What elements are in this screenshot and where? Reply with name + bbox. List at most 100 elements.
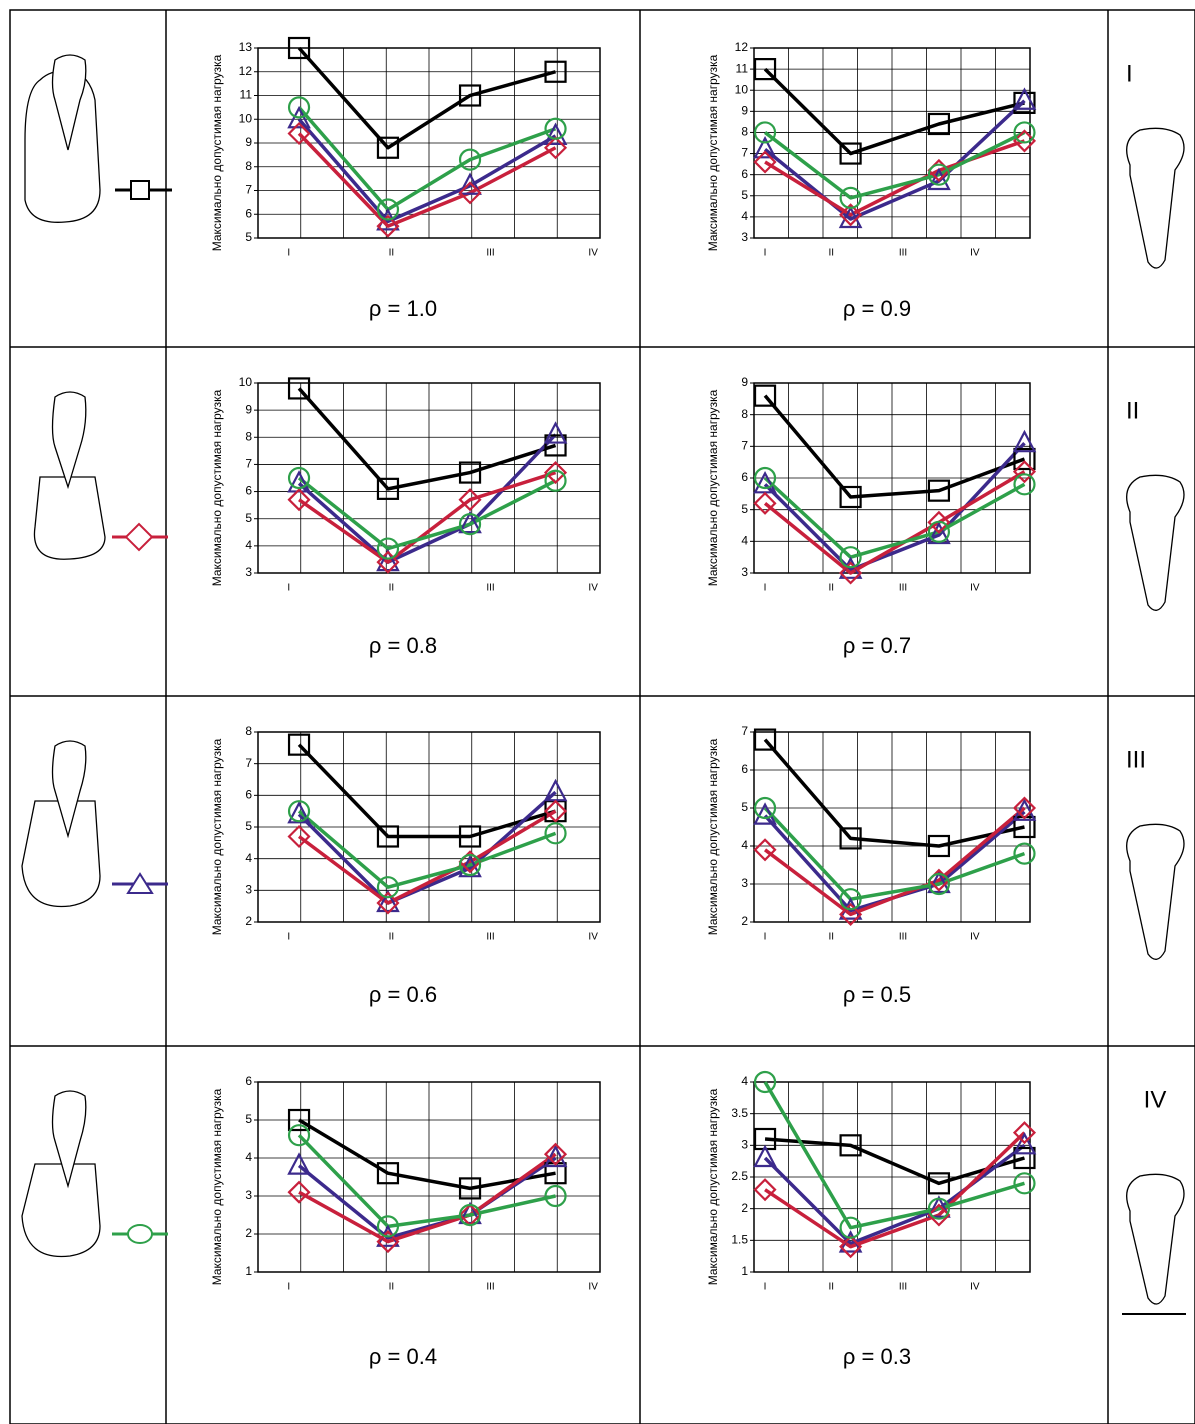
point-marker — [458, 513, 482, 536]
y-tick-label: 13 — [239, 40, 253, 54]
x-tick-label: II — [389, 1282, 395, 1293]
row-label: II — [1126, 397, 1139, 424]
series-line — [763, 476, 1026, 559]
chart-caption: ρ = 0.9 — [843, 296, 911, 321]
x-tick-label: I — [764, 583, 767, 594]
y-axis-label: Максимально допустимая нагрузка — [706, 1088, 720, 1285]
point-marker — [376, 550, 400, 574]
point-marker — [839, 1134, 862, 1157]
y-tick-label: 6 — [741, 167, 748, 181]
point-marker — [543, 799, 568, 823]
y-tick-label: 6 — [741, 470, 748, 484]
y-axis-label: Максимально допустимая нагрузка — [210, 1088, 224, 1285]
x-tick-label: IV — [588, 932, 598, 943]
x-tick-label: II — [828, 932, 834, 943]
x-tick-label: IV — [970, 248, 980, 259]
y-tick-label: 5 — [741, 502, 748, 516]
point-marker — [839, 1216, 862, 1239]
series-line — [298, 470, 557, 564]
y-tick-label: 4 — [741, 838, 748, 852]
series-line — [297, 790, 557, 905]
series-line — [297, 106, 557, 212]
y-tick-label: 10 — [735, 82, 749, 96]
point-marker — [543, 1142, 568, 1166]
point-marker — [458, 510, 482, 534]
y-tick-label: 4 — [741, 1074, 748, 1088]
point-marker — [287, 1124, 311, 1147]
x-tick-label: IV — [588, 1282, 598, 1293]
point-marker — [927, 1203, 951, 1227]
plot-frame — [753, 731, 1031, 923]
series-line — [763, 806, 1026, 901]
point-marker — [376, 1162, 400, 1185]
y-tick-label: 5 — [245, 819, 252, 833]
y-tick-label: 11 — [240, 88, 253, 102]
point-marker — [458, 461, 482, 484]
point-marker — [543, 461, 568, 485]
point-marker — [1012, 129, 1037, 153]
chart-caption: ρ = 0.6 — [369, 982, 437, 1007]
y-axis-label: Максимально допустимая нагрузка — [706, 389, 720, 586]
x-tick-label: I — [287, 248, 290, 259]
x-tick-label: IV — [970, 1282, 980, 1293]
x-tick-label: I — [287, 583, 290, 594]
y-tick-label: 1 — [741, 1264, 748, 1278]
point-marker — [753, 1178, 777, 1202]
point-marker — [753, 491, 777, 515]
chart-caption: ρ = 0.3 — [843, 1344, 911, 1369]
point-marker — [1012, 460, 1037, 484]
y-tick-label: 5 — [245, 230, 252, 244]
y-axis-label: Максимально допустимая нагрузка — [706, 738, 720, 935]
point-marker — [1012, 429, 1037, 453]
y-tick-label: 10 — [239, 375, 253, 389]
series-line — [763, 99, 1026, 221]
x-tick-label: II — [828, 248, 834, 259]
point-marker — [287, 800, 311, 824]
point-marker — [753, 1144, 777, 1168]
y-tick-label: 7 — [741, 146, 748, 160]
point-marker — [753, 796, 777, 820]
y-tick-label: 6 — [741, 762, 748, 776]
series-line — [297, 118, 557, 224]
x-tick-label: I — [764, 248, 767, 259]
x-tick-label: I — [764, 1282, 767, 1293]
y-tick-label: 7 — [245, 183, 252, 197]
y-tick-label: 3 — [245, 1188, 252, 1202]
point-marker — [544, 434, 567, 457]
point-marker — [458, 1203, 482, 1227]
point-marker — [287, 824, 311, 849]
y-tick-label: 10 — [239, 111, 253, 125]
point-marker — [458, 84, 482, 107]
point-marker — [376, 876, 400, 899]
point-marker — [376, 825, 400, 848]
series-line — [298, 1118, 556, 1191]
y-axis-label: Максимально допустимая нагрузка — [210, 738, 224, 935]
y-tick-label: 9 — [741, 104, 748, 118]
point-marker — [287, 1152, 311, 1175]
y-tick-label: 8 — [245, 724, 252, 738]
row-label: IV — [1144, 1086, 1167, 1113]
y-tick-label: 3 — [741, 230, 748, 244]
series-line — [298, 1152, 557, 1244]
point-marker — [376, 477, 400, 500]
point-marker — [839, 142, 862, 165]
point-marker — [753, 135, 777, 159]
row-label: I — [1126, 60, 1133, 87]
y-tick-label: 2 — [245, 1226, 252, 1240]
y-tick-label: 7 — [741, 439, 748, 453]
series-line — [297, 809, 557, 905]
root-diagrams — [1122, 127, 1186, 1315]
point-marker — [287, 1180, 311, 1204]
point-marker — [839, 546, 862, 569]
y-tick-label: 7 — [245, 457, 252, 471]
x-tick-label: III — [899, 583, 907, 594]
series-line — [297, 476, 557, 551]
point-marker — [1013, 91, 1036, 114]
x-tick-label: III — [486, 1282, 494, 1293]
x-tick-label: IV — [970, 583, 980, 594]
y-tick-label: 8 — [741, 407, 748, 421]
point-marker — [927, 510, 951, 534]
point-marker — [544, 469, 567, 492]
point-marker — [1013, 447, 1036, 471]
point-marker — [1013, 121, 1036, 144]
